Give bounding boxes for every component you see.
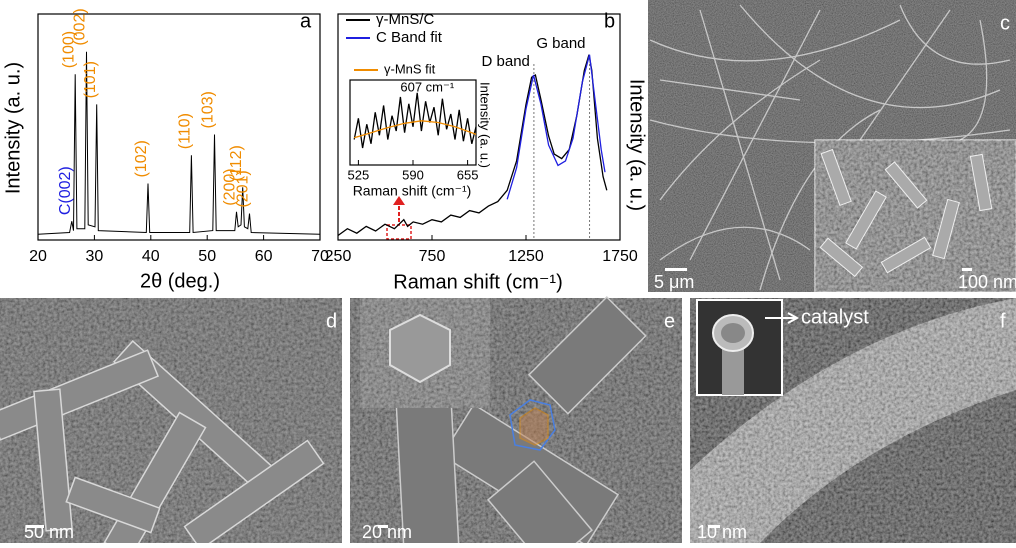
panel-label: b — [604, 10, 615, 32]
annotation: catalyst — [801, 306, 869, 328]
peak-label: (101) — [82, 61, 99, 98]
panel-label: a — [300, 10, 312, 32]
x-tick-label: 1750 — [602, 248, 638, 265]
legend-label: γ-MnS/C — [376, 11, 435, 28]
x-tick-label: 1250 — [508, 248, 544, 265]
x-tick-label: 750 — [419, 248, 446, 265]
x-axis-label: 2θ (deg.) — [140, 270, 220, 292]
legend-label: C Band fit — [376, 29, 443, 46]
peak-label: G band — [536, 35, 585, 52]
x-tick-label: 655 — [457, 167, 479, 182]
x-tick-label: 30 — [86, 248, 104, 265]
peak-label: 607 cm⁻¹ — [400, 79, 454, 94]
y-axis-label: Intensity (a. u.) — [626, 79, 648, 211]
panel-label: c — [1000, 12, 1010, 34]
legend-label: γ-MnS fit — [384, 61, 436, 76]
x-tick-label: 40 — [142, 248, 160, 265]
peak-label: (103) — [200, 91, 217, 128]
scale-bar-label: 20 nm — [362, 522, 412, 542]
scale-bar-label: 10 nm — [697, 522, 747, 542]
sem-panel-c — [648, 0, 1016, 292]
peak-label: (110) — [177, 113, 194, 149]
peak-label: D band — [482, 53, 530, 70]
peak-label: (201) — [235, 170, 252, 207]
sem-panel-f — [690, 298, 1016, 543]
panel-label: d — [326, 310, 337, 332]
x-tick-label: 60 — [255, 248, 273, 265]
scale-bar-label: 5 μm — [654, 272, 694, 292]
x-tick-label: 50 — [198, 248, 216, 265]
x-axis-label: Raman shift (cm⁻¹) — [393, 271, 562, 293]
peak-label: (102) — [133, 140, 150, 177]
peak-label: (002) — [72, 8, 89, 45]
y-axis-label: Intensity (a. u.) — [2, 62, 24, 194]
sem-panel-e — [350, 297, 682, 543]
page: c 5 μm 100 nm d 50 nm e 20 nm f 10 nm ca… — [0, 0, 1016, 548]
panel-label: e — [664, 310, 675, 332]
scale-bar-label: 100 nm — [958, 272, 1016, 292]
x-tick-label: 250 — [325, 248, 352, 265]
x-axis-label: Raman shift (cm⁻¹) — [353, 183, 472, 199]
x-tick-label: 20 — [29, 248, 47, 265]
scale-bar-label: 50 nm — [24, 522, 74, 542]
y-axis-label: Intensity (a. u.) — [478, 82, 493, 168]
panel-label: f — [1000, 310, 1006, 332]
peak-label: C(002) — [57, 166, 74, 215]
sem-panel-d — [0, 298, 342, 543]
x-tick-label: 525 — [348, 167, 370, 182]
x-tick-label: 590 — [402, 167, 424, 182]
figure: c 5 μm 100 nm d 50 nm e 20 nm f 10 nm ca… — [0, 0, 1016, 543]
